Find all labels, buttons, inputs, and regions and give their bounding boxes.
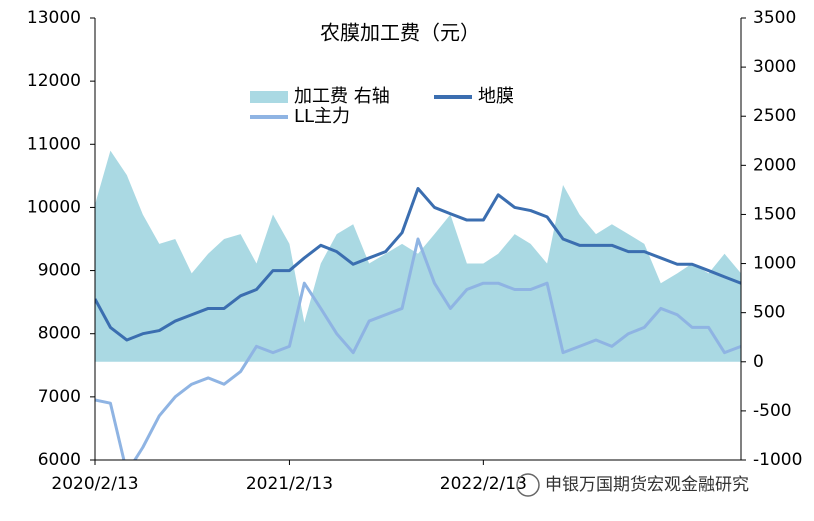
legend-swatch xyxy=(250,91,288,103)
y2-tick-label: -500 xyxy=(753,401,792,421)
y2-tick-label: 2500 xyxy=(753,106,796,126)
watermark: 申银万国期货宏观金融研究 xyxy=(516,473,749,497)
y2-tick-label: -1000 xyxy=(753,450,802,470)
y2-tick-label: 500 xyxy=(753,303,785,323)
y2-tick-label: 3000 xyxy=(753,57,796,77)
legend-label: 地膜 xyxy=(478,86,514,107)
line xyxy=(95,186,741,342)
watermark-icon xyxy=(516,473,540,497)
legend-item: LL主力 xyxy=(250,106,350,127)
y2-tick-label: 1500 xyxy=(753,204,796,224)
y2-tick-label: 2000 xyxy=(753,155,796,175)
y2-tick-label: 3500 xyxy=(753,8,796,28)
y-tick-label: 10000 xyxy=(27,197,81,217)
y-tick-label: 7000 xyxy=(38,387,81,407)
legend-label: LL主力 xyxy=(294,106,350,127)
legend-label: 加工费 右轴 xyxy=(294,86,390,107)
x-tick-label: 2021/2/13 xyxy=(246,474,333,494)
y2-tick-label: 0 xyxy=(753,352,764,372)
y-tick-label: 6000 xyxy=(38,450,81,470)
y-tick-label: 13000 xyxy=(27,8,81,28)
chart-title: 农膜加工费（元） xyxy=(320,21,480,45)
area xyxy=(95,150,741,362)
y-tick-label: 9000 xyxy=(38,261,81,281)
x-tick-label: 2022/2/13 xyxy=(440,474,527,494)
y-tick-label: 12000 xyxy=(27,71,81,91)
legend-item: 地膜 xyxy=(434,86,514,107)
legend-item: 加工费 右轴 xyxy=(250,86,390,107)
x-tick-label: 2020/2/13 xyxy=(51,474,138,494)
watermark-text: 申银万国期货宏观金融研究 xyxy=(545,475,749,495)
y-tick-label: 11000 xyxy=(27,134,81,154)
plot-area xyxy=(95,150,741,460)
y2-tick-label: 1000 xyxy=(753,254,796,274)
y-tick-label: 8000 xyxy=(38,324,81,344)
line xyxy=(95,237,741,460)
